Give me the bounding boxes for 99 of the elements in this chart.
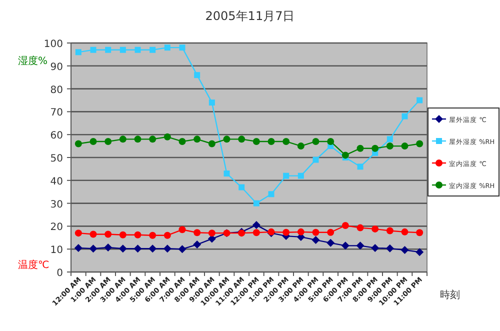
point	[416, 140, 424, 148]
point	[342, 152, 349, 159]
point	[134, 244, 142, 253]
point	[164, 232, 171, 239]
point	[163, 244, 172, 253]
point	[356, 242, 364, 250]
y-tick-label: 50	[50, 154, 63, 164]
point	[148, 244, 157, 253]
point	[312, 228, 320, 236]
point	[120, 46, 126, 53]
point	[253, 200, 260, 206]
point	[119, 231, 126, 238]
y-tick-label: 10	[50, 245, 63, 256]
point	[164, 133, 171, 140]
point	[134, 231, 142, 238]
point	[341, 242, 350, 250]
point	[224, 170, 230, 177]
y-tick-label: 60	[50, 130, 63, 142]
point	[208, 100, 215, 106]
point	[75, 49, 82, 56]
point	[357, 164, 364, 170]
y-axis-title: 湿度%	[18, 55, 48, 67]
point	[401, 142, 408, 150]
point	[119, 136, 126, 143]
point	[208, 230, 216, 237]
point	[356, 224, 364, 232]
point	[208, 140, 216, 148]
point	[401, 228, 408, 236]
point	[416, 229, 424, 236]
point	[90, 46, 96, 53]
point	[223, 136, 230, 143]
point	[312, 236, 320, 244]
point	[312, 156, 319, 163]
y-tick-label: 80	[50, 84, 63, 96]
y-tick-label: 100	[44, 39, 63, 50]
point	[178, 226, 186, 234]
point	[282, 228, 290, 236]
point	[74, 140, 82, 148]
point	[386, 244, 394, 252]
point	[386, 142, 394, 150]
point	[268, 191, 274, 198]
y-tick-label: 0	[56, 268, 63, 279]
point	[282, 138, 290, 145]
point	[150, 46, 156, 53]
point	[194, 72, 200, 78]
point	[193, 240, 202, 249]
point	[179, 44, 186, 51]
point	[149, 232, 156, 239]
point	[194, 229, 201, 236]
x-axis-title: 時刻	[440, 289, 460, 301]
point	[342, 222, 349, 230]
point	[283, 172, 290, 179]
point	[134, 46, 141, 53]
point	[372, 144, 379, 152]
point	[252, 221, 260, 230]
point	[416, 248, 424, 256]
point	[149, 136, 156, 143]
point	[252, 138, 260, 145]
point	[402, 113, 408, 120]
point	[400, 246, 409, 254]
point	[164, 44, 170, 51]
point	[74, 244, 82, 252]
point	[104, 138, 112, 145]
point	[134, 136, 142, 143]
point	[386, 136, 393, 142]
point	[89, 244, 98, 253]
point	[90, 230, 97, 238]
chart-title: 2005年11月7日	[205, 9, 295, 23]
y-tick-label: 30	[50, 199, 63, 210]
point	[268, 138, 275, 145]
y-tick-label: 70	[50, 108, 63, 119]
point	[371, 244, 380, 252]
point	[252, 229, 260, 236]
point	[326, 238, 335, 247]
text: 温度℃	[18, 259, 50, 271]
point	[194, 136, 201, 143]
point	[178, 245, 186, 254]
point	[297, 228, 304, 236]
point	[386, 227, 394, 234]
y-tick-label: 40	[50, 176, 63, 188]
point	[312, 138, 320, 145]
point	[74, 230, 82, 237]
point	[327, 138, 334, 145]
point	[104, 230, 112, 238]
point	[178, 138, 186, 145]
point	[238, 184, 245, 190]
y-tick-label: 20	[50, 222, 63, 234]
point	[356, 144, 364, 152]
point	[416, 97, 423, 104]
point	[238, 136, 246, 143]
point	[297, 142, 304, 150]
point	[90, 138, 97, 145]
point	[104, 243, 112, 252]
point	[298, 172, 304, 179]
point	[105, 46, 112, 53]
y-tick-label: 90	[50, 62, 63, 73]
point	[327, 228, 334, 236]
point	[372, 225, 379, 232]
point	[118, 244, 127, 253]
